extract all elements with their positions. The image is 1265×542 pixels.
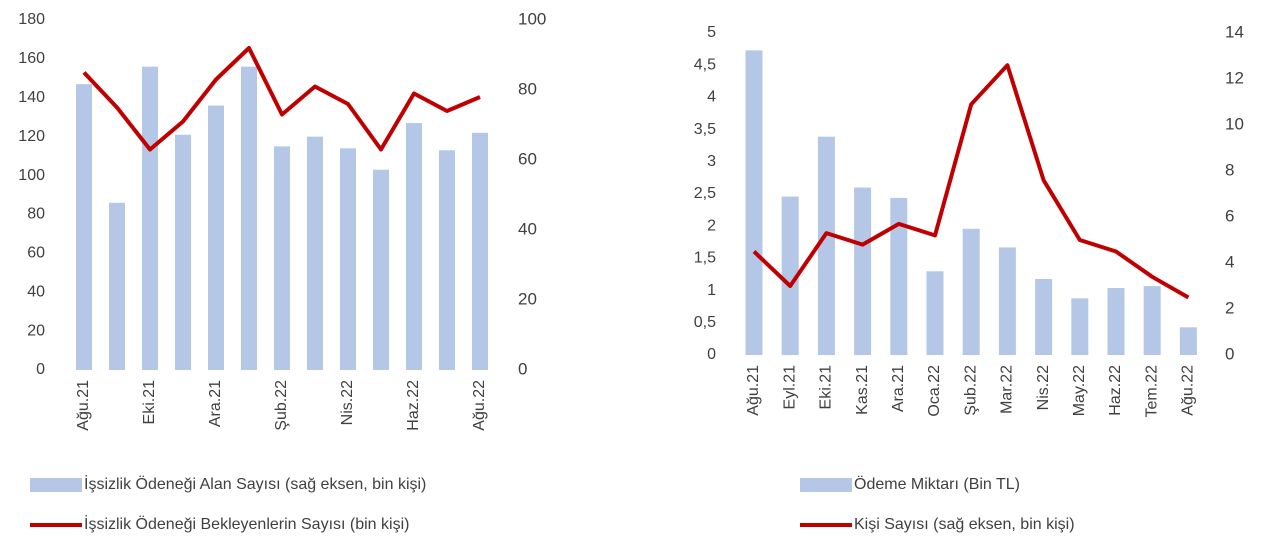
line [752,63,1190,300]
line [82,46,481,152]
y-tick-label: 2,5 [694,185,716,202]
y2-tick-label: 12 [1225,68,1244,87]
y2-tick-label: 20 [518,289,537,308]
y2-tick-label: 14 [1225,22,1244,41]
y2-tick-label: 80 [518,79,537,98]
y-tick-label: 1 [707,282,716,299]
bar [1035,279,1053,355]
y-tick-label: 140 [18,89,45,106]
y-tick-label: 40 [27,283,45,300]
x-tick-label: Ağu.22 [1180,365,1197,416]
y-tick-label: 120 [18,128,45,145]
bar [241,66,257,371]
legend-label: Kişi Sayısı (sağ eksen, bin kişi) [854,516,1075,533]
x-tick-label: Eyl.21 [781,365,798,410]
x-tick-label: Ara.21 [207,380,224,427]
y2-tick-label: 10 [1225,114,1244,133]
y-tick-label: 3,5 [694,121,716,138]
y2-tick-label: 4 [1225,252,1234,271]
bar [142,66,158,371]
x-tick-label: May.22 [1071,365,1088,416]
y-tick-label: 180 [18,11,45,28]
y-tick-label: 4,5 [694,56,716,73]
x-tick-label: Ara.21 [890,365,907,412]
x-tick-label: Haz.22 [1107,365,1124,416]
y2-tick-label: 6 [1225,206,1234,225]
bar [340,148,356,370]
x-tick-label: Oca.22 [926,365,943,417]
legend-swatch [800,478,852,492]
bar [439,150,455,370]
bar [781,196,799,355]
bar [76,84,92,371]
bar [208,105,224,371]
bar [307,136,323,370]
x-tick-label: Eki.21 [818,365,835,410]
bar [274,146,290,370]
x-tick-label: Mar.22 [999,365,1016,414]
bar [745,50,763,355]
x-tick-label: Ağu.21 [745,365,762,416]
x-tick-label: Haz.22 [405,380,422,431]
x-tick-label: Tem.22 [1143,365,1160,418]
bar [962,228,980,355]
bar [1071,298,1089,355]
bar [1107,288,1125,355]
x-tick-label: Nis.22 [339,380,356,425]
y-tick-label: 20 [27,322,45,339]
legend-label: İşsizlik Ödeneği Alan Sayısı (sağ eksen,… [84,474,426,493]
legend-label: Ödeme Miktarı (Bin TL) [854,475,1020,493]
x-tick-label: Eki.21 [141,380,158,425]
bar [373,169,389,370]
y-tick-label: 4 [707,89,716,106]
x-tick-label: Şub.22 [962,365,979,416]
y2-tick-label: 0 [1225,344,1234,363]
legend-label: İşsizlik Ödeneği Bekleyenlerin Sayısı (b… [84,514,409,533]
y-tick-label: 100 [18,167,45,184]
bar [175,134,191,370]
y-tick-label: 0 [707,346,716,363]
y-tick-label: 0,5 [694,314,716,331]
bar [1143,286,1161,355]
y-tick-label: 60 [27,245,45,262]
bar [998,247,1016,355]
y-tick-label: 1,5 [694,250,716,267]
y-tick-label: 0 [36,361,45,378]
y-tick-label: 160 [18,50,45,67]
bar [890,197,908,355]
y2-tick-label: 100 [518,9,546,28]
x-tick-label: Kas.21 [854,365,871,415]
bar [1179,327,1197,355]
bar [854,187,872,355]
y2-tick-label: 40 [518,219,537,238]
y2-tick-label: 2 [1225,298,1234,317]
y-tick-label: 80 [27,206,45,223]
y-tick-label: 5 [707,24,716,41]
bar [472,132,488,370]
bar [926,271,944,355]
y-tick-label: 2 [707,217,716,234]
bar [109,202,125,370]
y2-tick-label: 8 [1225,160,1234,179]
y2-tick-label: 0 [518,359,527,378]
bar [406,123,422,370]
x-tick-label: Ağu.22 [471,380,488,431]
y2-tick-label: 60 [518,149,537,168]
x-tick-label: Nis.22 [1035,365,1052,410]
y-tick-label: 3 [707,153,716,170]
legend-swatch [30,478,82,492]
x-tick-label: Şub.22 [273,380,290,431]
bar [817,136,835,355]
x-tick-label: Ağu.21 [75,380,92,431]
